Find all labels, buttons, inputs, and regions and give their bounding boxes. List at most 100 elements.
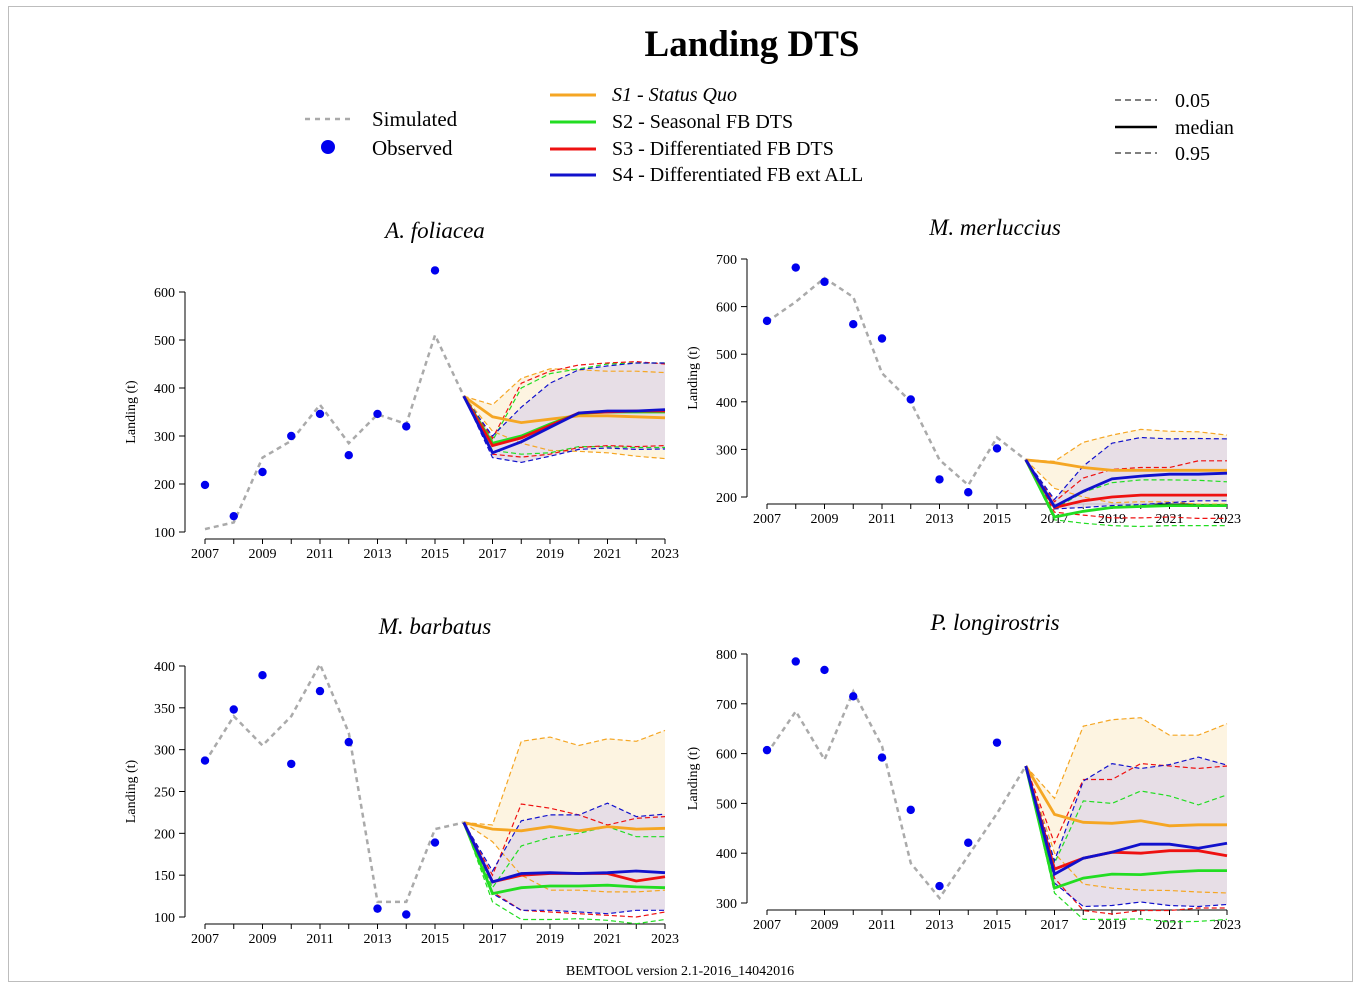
observed-point	[402, 910, 411, 919]
x-tick-label: 2015	[421, 932, 449, 947]
x-tick-label: 2019	[1098, 512, 1126, 527]
q95-line-s4	[1025, 436, 1228, 501]
legend-observed-swatch	[321, 140, 335, 154]
median-line-s1	[463, 821, 666, 833]
q05-line-s1	[1025, 459, 1227, 505]
observed-point	[820, 665, 829, 675]
chart-panels: A. foliacea 100 200 300 400 500 600 Landing (t)…	[124, 215, 1241, 947]
median-line-s3	[1024, 459, 1227, 510]
q05-line-s4	[463, 822, 665, 915]
observed-point	[430, 266, 440, 275]
observed-point	[849, 692, 858, 701]
legend-s4-label: S4 - Differentiated FB ext ALL	[612, 164, 863, 186]
legend-scenarios: S1 - Status Quo S2 - Seasonal FB DTS S3 …	[550, 84, 863, 186]
chart-panel-2: M. merluccius 200 300 400 500 600 700 Landing (…	[686, 215, 1241, 528]
median-line-s2	[462, 821, 666, 896]
q95-line-s3	[1025, 762, 1228, 845]
median-line-s1	[1025, 458, 1227, 472]
y-axis-label: Landing (t)	[124, 380, 139, 444]
q95-line-s3	[463, 360, 666, 440]
q05-line-s4	[1025, 765, 1228, 908]
band-s4	[1025, 437, 1227, 509]
figure-frame	[8, 6, 1353, 982]
legend-median-label: median	[1175, 117, 1234, 139]
q95-line-s2	[1025, 459, 1228, 510]
median-line-s4	[1024, 765, 1228, 877]
y-tick-label: 300	[716, 443, 737, 458]
x-tick-label: 2013	[926, 512, 954, 527]
observed-point	[906, 805, 915, 815]
y-tick-label: 200	[154, 827, 175, 842]
x-tick-label: 2007	[753, 918, 781, 933]
y-tick-label: 100	[154, 526, 175, 541]
y-tick-label: 100	[154, 911, 175, 926]
q95-line-s1	[1025, 717, 1228, 800]
q95-line-s2	[463, 822, 665, 889]
y-tick-label: 400	[154, 660, 175, 675]
y-tick-label: 700	[716, 698, 737, 713]
footer-version: BEMTOOL version 2.1-2016_14042016	[566, 964, 794, 979]
y-tick-label: 300	[154, 430, 175, 445]
y-axis-label: Landing (t)	[686, 746, 701, 810]
y-tick-label: 800	[716, 648, 737, 663]
x-tick-label: 2021	[1156, 512, 1184, 527]
panel-title: A. foliacea	[383, 218, 485, 243]
observed-point	[430, 838, 440, 847]
x-tick-label: 2009	[811, 918, 839, 933]
observed-point	[200, 480, 210, 490]
y-tick-label: 400	[716, 847, 737, 862]
legend-s3-label: S3 - Differentiated FB DTS	[612, 138, 834, 160]
y-tick-label: 200	[154, 478, 175, 493]
observed-point	[229, 511, 238, 521]
x-tick-label: 2023	[1213, 512, 1241, 527]
median-line-s2	[1024, 765, 1227, 890]
q05-line-s4	[463, 395, 666, 464]
q05-line-s3	[463, 395, 666, 458]
observed-point	[762, 745, 772, 755]
median-line-s2	[1024, 459, 1227, 519]
observed-point	[402, 422, 411, 431]
x-tick-label: 2013	[926, 918, 954, 933]
y-tick-label: 150	[154, 869, 175, 884]
y-tick-label: 200	[716, 491, 737, 506]
q95-line-s4	[1025, 756, 1228, 863]
observed-point	[964, 488, 973, 497]
q05-line-s1	[463, 822, 666, 893]
x-tick-label: 2015	[983, 918, 1011, 933]
observed-point	[935, 881, 944, 891]
legend-simulated-label: Simulated	[372, 107, 458, 131]
observed-point	[992, 738, 1002, 747]
band-s4	[1025, 757, 1227, 907]
q95-line-s1	[1025, 428, 1228, 462]
x-tick-label: 2011	[868, 512, 895, 527]
observed-point	[849, 320, 858, 329]
observed-point	[258, 671, 267, 680]
x-tick-label: 2017	[479, 932, 507, 947]
observed-point	[877, 753, 887, 762]
observed-point	[229, 705, 238, 714]
x-tick-label: 2011	[306, 932, 333, 947]
x-tick-label: 2019	[536, 932, 564, 947]
y-tick-label: 350	[154, 702, 175, 717]
median-line-s3	[1024, 765, 1228, 871]
median-line-s4	[462, 395, 666, 455]
observed-point	[373, 409, 382, 419]
x-tick-label: 2007	[191, 932, 219, 947]
simulated-line	[766, 276, 1027, 488]
observed-point	[258, 467, 267, 477]
x-tick-label: 2009	[249, 932, 277, 947]
q95-line-s3	[1025, 459, 1227, 503]
q95-line-s1	[463, 368, 666, 406]
observed-point	[315, 686, 325, 696]
y-tick-label: 600	[716, 748, 737, 763]
simulated-line	[765, 688, 1027, 901]
q05-line-s4	[1025, 459, 1227, 510]
q05-line-s1	[1025, 765, 1228, 894]
x-tick-label: 2023	[651, 547, 679, 562]
figure-title: Landing DTS	[645, 24, 860, 65]
panel-title: P. longirostris	[929, 610, 1059, 635]
observed-point	[373, 904, 382, 913]
observed-point	[935, 475, 944, 484]
x-tick-label: 2021	[1156, 918, 1184, 933]
